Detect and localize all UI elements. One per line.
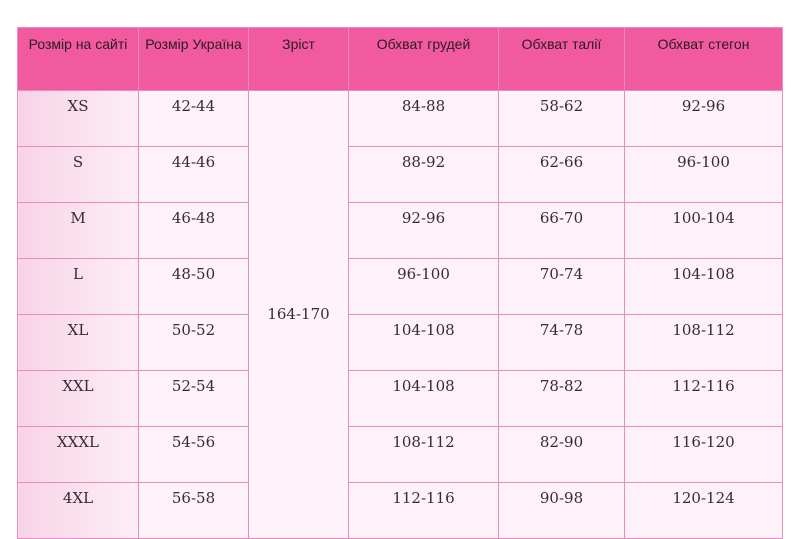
cell-site-size: S [17, 146, 139, 203]
header-chest: Обхват грудей [348, 27, 499, 91]
cell-waist: 74-78 [498, 314, 625, 371]
cell-waist: 82-90 [498, 426, 625, 483]
cell-waist: 70-74 [498, 258, 625, 315]
table-row: S 44-46 88-92 62-66 96-100 [17, 146, 783, 203]
cell-chest: 88-92 [348, 146, 499, 203]
cell-ukraine-size: 54-56 [138, 426, 249, 483]
table-row: XXXL 54-56 108-112 82-90 116-120 [17, 426, 783, 483]
cell-site-size: M [17, 202, 139, 259]
cell-hips: 100-104 [624, 202, 783, 259]
cell-ukraine-size: 56-58 [138, 482, 249, 539]
header-hips: Обхват стегон [624, 27, 783, 91]
cell-hips: 104-108 [624, 258, 783, 315]
cell-ukraine-size: 48-50 [138, 258, 249, 315]
cell-site-size: XXL [17, 370, 139, 427]
table-row: 4XL 56-58 112-116 90-98 120-124 [17, 482, 783, 539]
cell-chest: 104-108 [348, 370, 499, 427]
table-row: XXL 52-54 104-108 78-82 112-116 [17, 370, 783, 427]
cell-ukraine-size: 46-48 [138, 202, 249, 259]
header-row: Розмір на сайті Розмір Україна Зріст Обх… [17, 27, 783, 91]
size-chart-table: Розмір на сайті Розмір Україна Зріст Обх… [17, 27, 783, 539]
header-ukraine-size: Розмір Україна [138, 27, 249, 91]
cell-ukraine-size: 50-52 [138, 314, 249, 371]
cell-waist: 78-82 [498, 370, 625, 427]
cell-hips: 96-100 [624, 146, 783, 203]
cell-chest: 84-88 [348, 90, 499, 147]
cell-chest: 112-116 [348, 482, 499, 539]
table-row: XL 50-52 104-108 74-78 108-112 [17, 314, 783, 371]
cell-hips: 112-116 [624, 370, 783, 427]
cell-hips: 120-124 [624, 482, 783, 539]
table-row: L 48-50 96-100 70-74 104-108 [17, 258, 783, 315]
header-height: Зріст [248, 27, 349, 91]
header-site-size: Розмір на сайті [17, 27, 139, 91]
cell-waist: 66-70 [498, 202, 625, 259]
cell-hips: 116-120 [624, 426, 783, 483]
cell-site-size: XS [17, 90, 139, 147]
cell-hips: 108-112 [624, 314, 783, 371]
cell-ukraine-size: 44-46 [138, 146, 249, 203]
cell-site-size: L [17, 258, 139, 315]
table-row: M 46-48 92-96 66-70 100-104 [17, 202, 783, 259]
cell-chest: 108-112 [348, 426, 499, 483]
cell-height: 164-170 [248, 90, 349, 539]
cell-site-size: XXXL [17, 426, 139, 483]
cell-hips: 92-96 [624, 90, 783, 147]
cell-ukraine-size: 52-54 [138, 370, 249, 427]
cell-chest: 92-96 [348, 202, 499, 259]
cell-ukraine-size: 42-44 [138, 90, 249, 147]
cell-waist: 90-98 [498, 482, 625, 539]
cell-waist: 58-62 [498, 90, 625, 147]
header-waist: Обхват талії [498, 27, 625, 91]
table-row: XS 42-44 164-170 84-88 58-62 92-96 [17, 90, 783, 539]
cell-site-size: 4XL [17, 482, 139, 539]
cell-waist: 62-66 [498, 146, 625, 203]
cell-chest: 96-100 [348, 258, 499, 315]
cell-chest: 104-108 [348, 314, 499, 371]
cell-site-size: XL [17, 314, 139, 371]
